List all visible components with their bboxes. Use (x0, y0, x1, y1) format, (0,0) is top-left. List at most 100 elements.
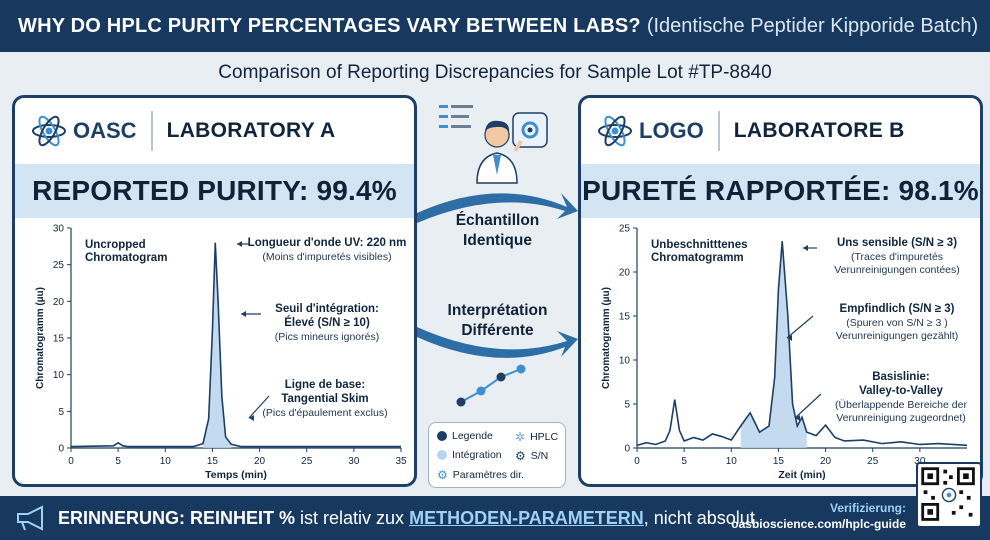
megaphone-icon (17, 505, 43, 531)
y-tick-label: 15 (53, 334, 65, 345)
annotation-note: Verunreinigungen gezählt) (836, 330, 959, 342)
annotation-heading: Empfindlich (S/N ≥ 3) (840, 303, 955, 315)
x-tick-label: 25 (867, 456, 879, 467)
y-tick-label: 20 (53, 297, 65, 308)
trend-graph-icon (456, 364, 526, 407)
verify-label: Verifizierung: (829, 501, 906, 515)
y-tick-label: 20 (619, 268, 631, 279)
footer-band: ERINNERUNG: REINHEIT % ist relativ zux M… (0, 496, 990, 540)
x-tick-label: 15 (207, 456, 219, 467)
x-tick-label: 5 (681, 456, 687, 467)
annotation: Longueur d'onde UV: 220 nm (Moins d'impur… (237, 237, 406, 263)
x-tick-label: 10 (726, 456, 738, 467)
lab-a-logo: OASC (73, 118, 137, 143)
annotation-heading: Valley-to-Valley (859, 385, 943, 397)
annotation-arrowhead (795, 415, 800, 421)
lab-a-chromatogram: 0 5 10 15 20 25 30 35 0 5 10 15 20 25 30 Temps (min) Chr… (35, 224, 407, 482)
y-tick-label: 25 (619, 224, 631, 235)
list-icon-bar (439, 105, 448, 108)
annotation: Ligne de base: Tangential Skim (Pics d'épa… (248, 379, 388, 421)
divider (150, 111, 153, 151)
lab-b-header: LOGO LABORATORE B (581, 98, 980, 164)
legend-box: Legende ✲ HPLC Intégration ⚙ S/N ⚙ Paramètr… (428, 422, 566, 488)
x-tick-label: 5 (115, 456, 121, 467)
legend-item: ⚙ S/N (515, 449, 549, 463)
scientist-illustration (439, 105, 548, 184)
chart-label: Chromatogram (85, 252, 167, 264)
annotation-heading: Élevé (S/N ≥ 10) (284, 316, 370, 329)
x-tick-label: 20 (254, 456, 266, 467)
chromatogram-line (70, 242, 401, 448)
y-tick-label: 10 (53, 370, 65, 381)
x-tick-label: 10 (160, 456, 172, 467)
lab-a-panel: OASC LABORATORY A REPORTED PURITY: 99.4%… (12, 95, 417, 487)
legend-item: Intégration (437, 449, 502, 461)
annotation-arrowhead (237, 241, 242, 247)
annotation-pointer (794, 393, 822, 419)
divider (717, 111, 720, 151)
chart-label: Uncropped (85, 239, 146, 251)
annotation-pointer (248, 395, 270, 419)
lab-a-name: LABORATORY A (166, 119, 336, 142)
x-tick-label: 15 (773, 456, 785, 467)
gear-icon: ⚙ (515, 449, 526, 463)
x-tick-label: 30 (348, 456, 360, 467)
y-axis-label: Chromatogramm (µu) (35, 287, 46, 389)
dark-dot-icon (437, 431, 447, 441)
x-tick-label: 20 (820, 456, 832, 467)
arrow-identical-icon (417, 193, 578, 223)
page-title: WHY DO HPLC PURITY PERCENTAGES VARY BETW… (18, 14, 641, 37)
lab-b-panel: LOGO LABORATORE B PURETÉ RAPPORTÉE: 98.1… (578, 95, 983, 487)
y-axis-label: Chromatogramm (µu) (601, 287, 612, 389)
lab-b-logo: LOGO (639, 118, 704, 143)
verify-block: Verifizierung: oasbioscience.com/hplc-gu… (731, 500, 906, 532)
annotation: Uns sensible (S/N ≥ 3) (Traces d'impureté… (803, 237, 960, 276)
arrow-different-icon (417, 327, 578, 358)
lab-a-purity: REPORTED PURITY: 99.4% (15, 164, 414, 218)
y-tick-label: 15 (619, 312, 631, 323)
annotation-heading: Tangential Skim (281, 393, 368, 405)
arrow-label-identical: Échantillon Identique (455, 212, 540, 249)
gear-icon: ⚙ (437, 468, 448, 482)
x-tick-label: 30 (914, 456, 926, 467)
y-tick-label: 0 (58, 444, 64, 455)
lab-a-header: OASC LABORATORY A (15, 98, 414, 164)
annotation-arrowhead (241, 311, 246, 317)
lab-b-name: LABORATORE B (733, 119, 905, 142)
x-axis-label: Temps (min) (205, 469, 267, 481)
y-tick-label: 30 (53, 224, 65, 235)
header-band: WHY DO HPLC PURITY PERCENTAGES VARY BETW… (0, 0, 990, 52)
annotation-heading: Ligne de base: (285, 379, 366, 391)
annotation-heading: Longueur d'onde UV: 220 nm (248, 237, 407, 249)
integrated-peak-area (740, 241, 807, 448)
annotation-note: Verunreinigung zugeordnet) (836, 412, 966, 424)
x-tick-label: 0 (634, 456, 640, 467)
legend-item: ⚙ Paramètres dir. (437, 468, 524, 482)
center-column: Échantillon Identique Interprétation Diffé… (417, 95, 578, 487)
lab-b-chromatogram: 0 5 10 15 20 25 30 0 5 10 15 20 25 Zeit (min) Chromato… (601, 224, 968, 482)
y-tick-label: 5 (624, 400, 630, 411)
reminder-message: ERINNERUNG: REINHEIT % ist relativ zux M… (58, 508, 760, 528)
qr-code-icon[interactable] (916, 462, 982, 528)
y-tick-label: 10 (619, 356, 631, 367)
chromatogram-line (636, 241, 968, 447)
lab-b-purity: PURETÉ RAPPORTÉE: 98.1% (581, 164, 980, 218)
atom-logo-icon (32, 115, 66, 147)
chart-label: Unbeschnitttenes (651, 239, 748, 251)
legend-item: ✲ HPLC (515, 430, 559, 444)
x-tick-label: 0 (68, 456, 74, 467)
gear-icon: ✲ (515, 430, 526, 444)
chart-label: Chromatogramm (651, 252, 744, 264)
verify-url[interactable]: oasbioscience.com/hplc-guide (731, 517, 906, 531)
annotation-pointer (786, 315, 814, 339)
annotation-arrowhead (249, 415, 254, 421)
annotation: Basislinie: Valley-to-Valley (Überlappende… (794, 371, 967, 424)
annotation-heading: Basislinie: (872, 371, 930, 383)
center-graphics (417, 105, 578, 407)
atom-logo-icon (598, 115, 632, 147)
x-axis-label: Zeit (min) (778, 469, 825, 481)
annotation-note: Verunreinigungen contées) (834, 264, 960, 276)
annotation-note: (Spuren von S/N ≥ 3 ) (846, 317, 947, 329)
annotation-arrowhead (787, 335, 792, 341)
y-tick-label: 25 (53, 260, 65, 271)
